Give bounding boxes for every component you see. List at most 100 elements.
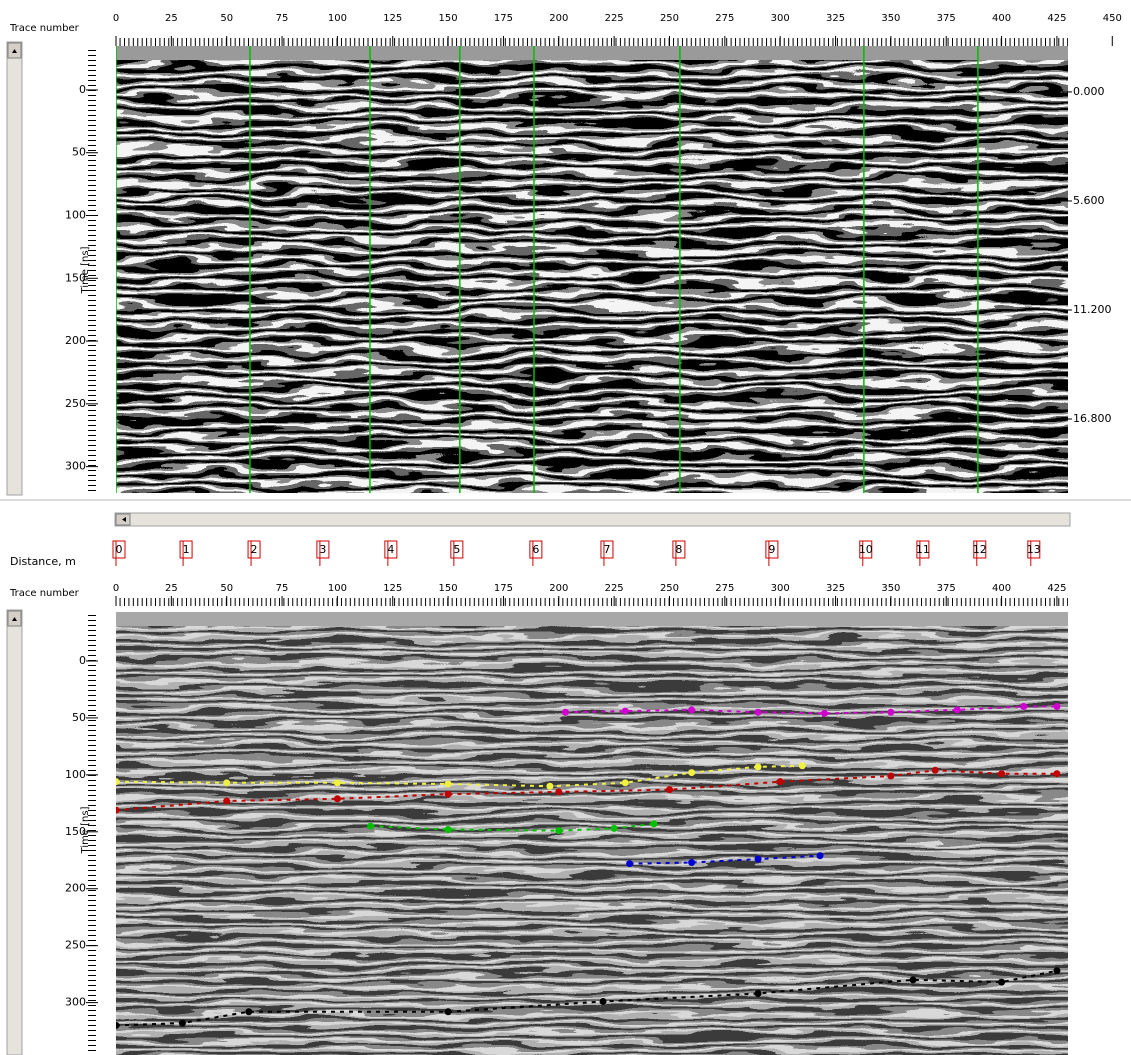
- x-tick-label: 275: [715, 13, 734, 24]
- x-tick-label: 375: [937, 583, 956, 594]
- arrow-icon: [122, 517, 126, 522]
- x-tick-label: 0: [113, 13, 119, 24]
- distance-marker-box: [600, 540, 614, 559]
- horizon-pick: [178, 1019, 186, 1027]
- x-tick-label: 225: [605, 13, 624, 24]
- x-tick-label: 275: [715, 583, 734, 594]
- time-axis-label: Time [ns]: [80, 806, 91, 854]
- distance-marker-box: [179, 540, 193, 559]
- h-scrollbar[interactable]: [114, 512, 1071, 527]
- horizon-pick: [621, 779, 629, 787]
- horizon-pick: [599, 997, 607, 1005]
- distance-label: 13: [1027, 543, 1041, 556]
- minor-ticks: [88, 46, 96, 493]
- horizon-pick: [116, 778, 120, 786]
- x-tick-label: 350: [881, 583, 900, 594]
- x-tick-label: 325: [826, 583, 845, 594]
- x-tick-label: 375: [937, 13, 956, 24]
- horizon-pick: [555, 827, 563, 835]
- x-tick-label: 0: [113, 583, 119, 594]
- overlay: [116, 703, 1061, 1029]
- x-tick-label: 100: [328, 583, 347, 594]
- horizon-pick: [688, 706, 696, 714]
- minor-ticks: [116, 38, 1068, 46]
- horizon-pick: [688, 769, 696, 777]
- horizon-pick: [561, 708, 569, 716]
- horizon-line: [565, 705, 1057, 715]
- trace-axis-label: Trace number: [9, 23, 80, 34]
- radargram: [116, 612, 1068, 1055]
- horizon-pick: [754, 990, 762, 998]
- y-tick-label: 100: [65, 768, 86, 781]
- x-tick-label: 75: [276, 583, 289, 594]
- horizon-pick: [1053, 770, 1061, 778]
- horizon-pick: [444, 790, 452, 798]
- air-gap: [116, 46, 1068, 60]
- x-tick-label: 75: [276, 13, 289, 24]
- distance-marker-box: [765, 540, 779, 559]
- distance-marker-box: [384, 540, 398, 559]
- horizon-pick: [909, 976, 917, 984]
- x-tick-label: 300: [771, 13, 790, 24]
- distance-marker-box: [916, 540, 930, 559]
- distance-marker-box: [859, 540, 873, 559]
- y-tick-label: 50: [72, 146, 86, 159]
- y-tick-label: 300: [65, 996, 86, 1009]
- x-tick-label: 50: [220, 13, 233, 24]
- y2-tick-label: 5.600: [1073, 194, 1105, 207]
- horizon-pick: [887, 772, 895, 780]
- horizon-pick: [444, 1008, 452, 1016]
- distance-marker-box: [1027, 540, 1041, 559]
- horizon-pick: [1053, 967, 1061, 975]
- horizon-pick: [650, 820, 658, 828]
- horizon-pick: [1053, 703, 1061, 711]
- distance-label: 7: [603, 543, 610, 556]
- horizon-pick: [444, 780, 452, 788]
- distance-marker-box: [529, 540, 543, 559]
- y2-tick-label: 16.800: [1073, 412, 1112, 425]
- arrow-icon: [12, 617, 17, 621]
- horizon-pick: [754, 855, 762, 863]
- x-tick-label: 125: [383, 583, 402, 594]
- x-tick-label: 100: [328, 13, 347, 24]
- air-gap: [116, 612, 1068, 626]
- horizon-pick: [665, 786, 673, 794]
- x-tick-label: 425: [1047, 13, 1066, 24]
- horizon-pick: [820, 709, 828, 717]
- distance-label: 3: [319, 543, 326, 556]
- distance-marker-box: [450, 540, 464, 559]
- horizon-pick: [688, 859, 696, 867]
- x-tick-label: 425: [1047, 583, 1066, 594]
- distance-label: 8: [675, 543, 682, 556]
- horizon-pick: [444, 826, 452, 834]
- horizon-pick: [245, 1008, 253, 1016]
- distance-label: 9: [768, 543, 775, 556]
- horizon-pick: [116, 1021, 120, 1029]
- x-tick-label: 300: [771, 583, 790, 594]
- horizon-pick: [953, 706, 961, 714]
- x-tick-label: 350: [881, 13, 900, 24]
- horizon-pick: [1020, 703, 1028, 711]
- x-tick-label: 450: [1103, 13, 1122, 24]
- distance-label: 12: [973, 543, 987, 556]
- distance-label: 0: [116, 543, 123, 556]
- distance-label: 6: [532, 543, 539, 556]
- distance-label: 11: [916, 543, 930, 556]
- distance-label: 2: [251, 543, 258, 556]
- x-tick-label: 200: [549, 13, 568, 24]
- distance-marker-box: [672, 540, 686, 559]
- v-scrollbar[interactable]: [6, 41, 23, 496]
- horizon-pick: [116, 806, 120, 814]
- horizon-pick: [754, 763, 762, 771]
- y-tick-label: 200: [65, 882, 86, 895]
- x-tick-label: 150: [439, 583, 458, 594]
- x-tick-label: 325: [826, 13, 845, 24]
- y-tick-label: 150: [65, 825, 86, 838]
- distance-marker-box: [973, 540, 987, 559]
- v-scrollbar[interactable]: [6, 609, 23, 1055]
- x-tick-label: 175: [494, 13, 513, 24]
- distance-marker-box: [112, 540, 126, 559]
- time-axis-label: Time [ns]: [80, 246, 91, 294]
- trace-axis-label: Trace number: [9, 588, 80, 599]
